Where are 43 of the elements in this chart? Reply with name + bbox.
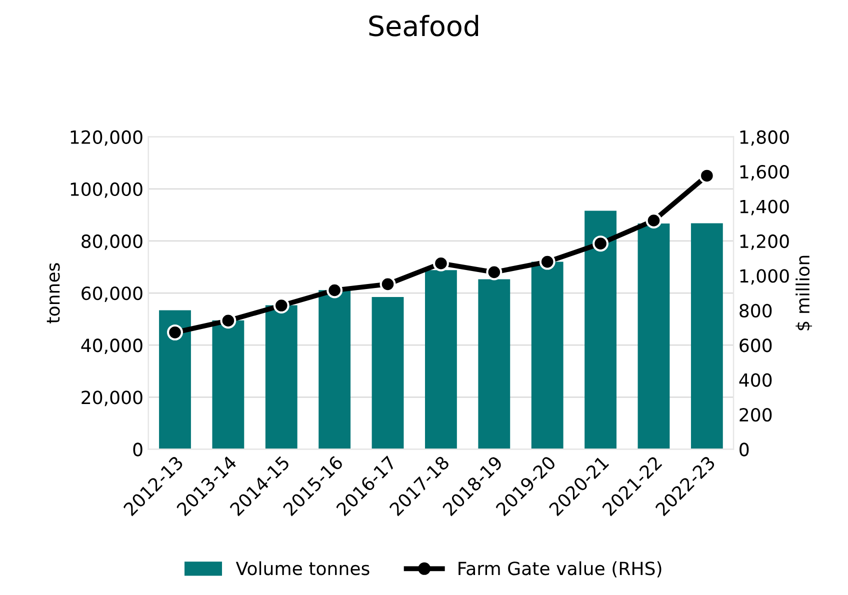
legend-label: Volume tonnes xyxy=(236,561,370,576)
legend-label: Farm Gate value (RHS) xyxy=(458,561,662,578)
y2-tick-label: 200 xyxy=(740,408,772,422)
y-tick-label: 20,000 xyxy=(82,390,142,406)
y2-tick-label: 0 xyxy=(740,442,749,456)
point xyxy=(486,264,502,280)
bar xyxy=(372,296,404,450)
bar xyxy=(478,279,510,450)
point xyxy=(326,282,343,298)
bar xyxy=(690,223,723,450)
y2-tick-label: 800 xyxy=(740,304,772,318)
point xyxy=(380,276,396,292)
y2-tick-label: 1,400 xyxy=(740,200,789,216)
point xyxy=(539,254,556,270)
y2-tick-label: 400 xyxy=(739,373,772,387)
bar xyxy=(531,262,564,450)
y2-tick-label: 600 xyxy=(740,338,772,352)
bar xyxy=(318,290,351,450)
y2-axis-title: $ million xyxy=(796,256,812,330)
point xyxy=(646,212,662,228)
y-tick-label: 100,000 xyxy=(70,182,142,198)
point xyxy=(698,168,715,184)
point xyxy=(273,298,290,314)
y2-tick-label: 1,600 xyxy=(740,165,789,181)
y-tick-label: 60,000 xyxy=(82,286,142,302)
bar xyxy=(638,224,670,450)
y2-tick-label: 1,200 xyxy=(740,234,789,250)
y2-tick-label: 1,000 xyxy=(740,269,789,285)
y-tick-label: 40,000 xyxy=(81,338,142,354)
bar xyxy=(584,210,616,450)
point xyxy=(167,324,183,340)
y2-tick-label: 1,800 xyxy=(740,130,789,146)
point xyxy=(220,312,236,329)
y-tick-label: 0 xyxy=(133,442,142,456)
bar xyxy=(425,270,457,450)
y-tick-label: 80,000 xyxy=(82,234,142,250)
bar xyxy=(212,320,244,450)
y-tick-label: 120,000 xyxy=(70,130,142,146)
bar xyxy=(159,310,191,450)
point xyxy=(592,236,609,252)
chart-title: Seafood xyxy=(369,14,478,36)
y-axis-title: tonnes xyxy=(46,263,60,324)
bar xyxy=(265,305,298,450)
